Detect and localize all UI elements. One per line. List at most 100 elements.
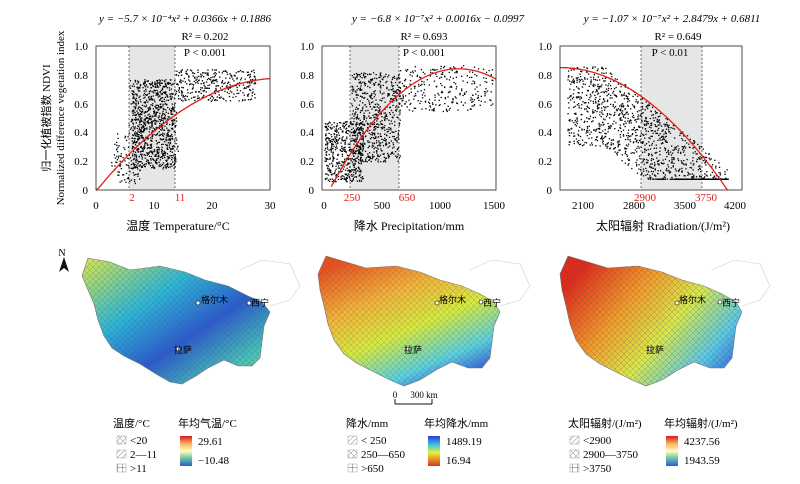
scatter-point (368, 123, 370, 125)
scatter-point (355, 123, 357, 125)
legend-class: <2900 (583, 435, 612, 447)
scatter-point (343, 147, 345, 149)
scatter-point (612, 123, 614, 125)
scatter-point (630, 152, 632, 154)
scatter-point (604, 129, 606, 131)
scatter-point (137, 139, 139, 141)
scatter-point (177, 150, 179, 152)
scatter-point (139, 153, 142, 155)
scatter-point (674, 168, 677, 170)
scatter-point (335, 143, 337, 145)
scatter-point (139, 87, 141, 89)
scatter-point (140, 130, 142, 132)
scatter-point (361, 95, 363, 98)
scatter-point (141, 126, 143, 128)
scatter-point (154, 160, 157, 162)
scatter-point (651, 142, 654, 145)
scatter-point (192, 84, 195, 86)
scatter-point (622, 115, 624, 117)
scatter-point (354, 163, 356, 165)
scatter-point (610, 142, 612, 144)
scatter-point (602, 77, 604, 80)
scatter-point (674, 146, 676, 149)
y-tick: 0.2 (300, 156, 314, 168)
scatter-point (143, 112, 145, 114)
scatter-point (379, 76, 381, 78)
scatter-point (157, 82, 159, 84)
scatter-point (652, 114, 655, 116)
scatter-point (248, 74, 250, 76)
scatter-point (146, 127, 148, 129)
scatter-point (714, 159, 716, 161)
scatter-point (157, 120, 159, 122)
scatter-point (696, 158, 698, 160)
scatter-point (144, 122, 146, 124)
scatter-point (254, 81, 256, 83)
scatter-point (398, 73, 400, 75)
scatter-point (705, 156, 708, 159)
scatter-point (697, 143, 699, 146)
scatter-point (137, 138, 139, 140)
scatter-point (654, 163, 656, 166)
scatter-point (330, 133, 332, 136)
scatter-point (459, 94, 461, 96)
scatter-point (215, 89, 218, 91)
scatter-point (677, 170, 680, 172)
scatter-point (176, 148, 178, 150)
scatter-point (379, 106, 381, 108)
scatter-point (351, 113, 354, 115)
scatter-point (580, 96, 582, 98)
scatter-point (367, 141, 369, 143)
scatter-point (596, 90, 599, 92)
scatter-point (416, 75, 418, 78)
scatter-point (584, 108, 586, 110)
scatter-point (444, 75, 446, 77)
x-ticks: 0 500 1000 1500 (321, 200, 505, 212)
scatter-point (329, 141, 331, 143)
scatter-point (171, 109, 173, 112)
scatter-point (361, 176, 364, 178)
scatter-point (640, 135, 642, 137)
scatter-point (397, 136, 399, 138)
scatter-point (573, 142, 575, 145)
scatter-point (215, 73, 217, 75)
scatter-point (667, 164, 669, 166)
scatter-point (365, 157, 367, 159)
scatter-point (360, 89, 362, 91)
scatter-point (635, 101, 637, 103)
scatter-point (576, 120, 579, 122)
scatter-point (378, 124, 380, 126)
scatter-point (413, 107, 415, 109)
scatter-point (330, 151, 332, 153)
scatter-point (135, 97, 138, 100)
scatter-point (583, 144, 585, 146)
scatter-point (580, 70, 582, 72)
scatter-point (349, 171, 351, 173)
scatter-point (326, 177, 328, 179)
scatter-point (225, 100, 227, 102)
scatter-point (124, 160, 126, 162)
scatter-point (713, 176, 716, 178)
scatter-point (151, 83, 153, 85)
scatter-point (248, 81, 251, 83)
scatter-point (329, 140, 331, 142)
scatter-point (650, 163, 652, 165)
scatter-point (328, 149, 330, 151)
scatter-point (638, 110, 640, 112)
scatter-point (599, 79, 601, 81)
scatter-point (125, 154, 127, 156)
scatter-point (444, 97, 446, 99)
scatter-point (380, 126, 382, 129)
scatter-point (639, 115, 641, 117)
city-lhasa: 拉萨 (404, 344, 422, 355)
scatter-point (591, 137, 593, 139)
scatter-point (594, 98, 596, 101)
scatter-point (379, 73, 381, 75)
scatter-point (424, 101, 427, 103)
scatter-point (595, 139, 597, 141)
scatter-point (471, 98, 473, 100)
scatter-point (663, 123, 665, 125)
scatter-point (162, 118, 164, 120)
scatter-point (590, 95, 592, 97)
scatter-point (150, 139, 153, 142)
